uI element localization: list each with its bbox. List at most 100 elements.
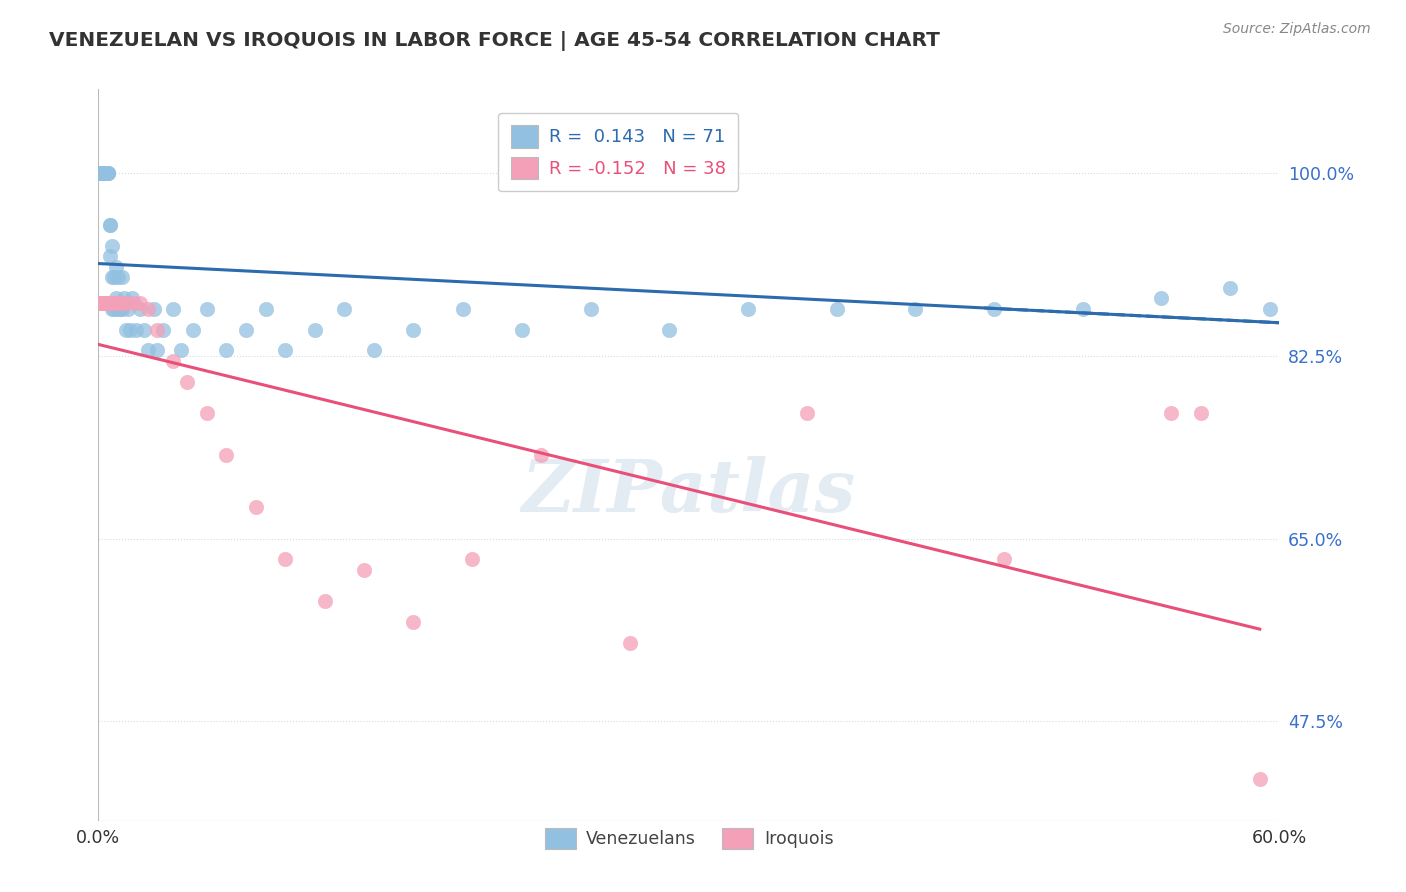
- Point: [274, 343, 297, 358]
- Point: [89, 166, 111, 180]
- Point: [983, 301, 1005, 316]
- Point: [170, 343, 193, 358]
- Point: [146, 343, 169, 358]
- Point: [132, 322, 155, 336]
- Point: [118, 322, 141, 336]
- Point: [1219, 281, 1241, 295]
- Point: [98, 218, 121, 232]
- Point: [111, 301, 134, 316]
- Point: [215, 448, 238, 462]
- Point: [107, 301, 129, 316]
- Point: [1357, 270, 1379, 285]
- Point: [658, 322, 681, 336]
- Point: [363, 343, 385, 358]
- Point: [89, 296, 111, 310]
- Point: [195, 301, 218, 316]
- Point: [274, 552, 297, 566]
- Point: [117, 301, 139, 316]
- Text: Source: ZipAtlas.com: Source: ZipAtlas.com: [1223, 22, 1371, 37]
- Point: [89, 296, 111, 310]
- Point: [115, 322, 138, 336]
- Point: [91, 296, 114, 310]
- Point: [579, 301, 602, 316]
- Point: [105, 296, 128, 310]
- Point: [89, 166, 111, 180]
- Point: [136, 343, 159, 358]
- Legend: Venezuelans, Iroquois: Venezuelans, Iroquois: [537, 821, 841, 855]
- Point: [93, 166, 115, 180]
- Point: [125, 322, 148, 336]
- Point: [101, 296, 124, 310]
- Point: [304, 322, 326, 336]
- Point: [101, 239, 124, 253]
- Point: [1071, 301, 1094, 316]
- Point: [128, 301, 150, 316]
- Point: [1327, 281, 1350, 295]
- Point: [333, 301, 356, 316]
- Point: [96, 166, 118, 180]
- Point: [1258, 301, 1281, 316]
- Point: [97, 166, 120, 180]
- Point: [904, 301, 927, 316]
- Point: [101, 301, 124, 316]
- Point: [103, 270, 125, 285]
- Point: [97, 296, 120, 310]
- Point: [91, 166, 114, 180]
- Point: [122, 296, 145, 310]
- Point: [91, 296, 114, 310]
- Point: [105, 260, 128, 274]
- Point: [93, 166, 115, 180]
- Point: [105, 291, 128, 305]
- Point: [93, 166, 115, 180]
- Point: [254, 301, 277, 316]
- Point: [107, 270, 129, 285]
- Point: [402, 615, 425, 629]
- Point: [152, 322, 174, 336]
- Point: [162, 354, 184, 368]
- Point: [96, 166, 118, 180]
- Point: [117, 296, 139, 310]
- Point: [181, 322, 204, 336]
- Point: [530, 448, 553, 462]
- Point: [101, 270, 124, 285]
- Point: [510, 322, 533, 336]
- Point: [1150, 291, 1173, 305]
- Point: [112, 296, 135, 310]
- Point: [89, 166, 111, 180]
- Point: [93, 166, 115, 180]
- Point: [1288, 291, 1310, 305]
- Point: [1249, 772, 1271, 786]
- Point: [1189, 406, 1212, 420]
- Point: [111, 270, 134, 285]
- Point: [91, 166, 114, 180]
- Point: [146, 322, 169, 336]
- Point: [98, 218, 121, 232]
- Point: [97, 166, 120, 180]
- Point: [112, 291, 135, 305]
- Point: [451, 301, 474, 316]
- Text: VENEZUELAN VS IROQUOIS IN LABOR FORCE | AGE 45-54 CORRELATION CHART: VENEZUELAN VS IROQUOIS IN LABOR FORCE | …: [49, 31, 941, 51]
- Point: [796, 406, 818, 420]
- Point: [103, 301, 125, 316]
- Point: [136, 301, 159, 316]
- Point: [825, 301, 848, 316]
- Text: ZIPatlas: ZIPatlas: [522, 456, 856, 527]
- Point: [91, 166, 114, 180]
- Point: [97, 166, 120, 180]
- Point: [108, 296, 131, 310]
- Point: [353, 563, 375, 577]
- Point: [93, 296, 115, 310]
- Point: [314, 594, 336, 608]
- Point: [402, 322, 425, 336]
- Point: [107, 296, 129, 310]
- Point: [235, 322, 257, 336]
- Point: [93, 296, 115, 310]
- Point: [1160, 406, 1182, 420]
- Point: [176, 375, 198, 389]
- Point: [195, 406, 218, 420]
- Point: [619, 636, 641, 650]
- Point: [96, 296, 118, 310]
- Point: [96, 166, 118, 180]
- Point: [96, 166, 118, 180]
- Point: [98, 296, 121, 310]
